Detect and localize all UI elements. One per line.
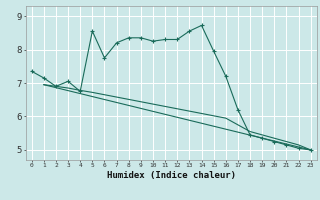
X-axis label: Humidex (Indice chaleur): Humidex (Indice chaleur): [107, 171, 236, 180]
